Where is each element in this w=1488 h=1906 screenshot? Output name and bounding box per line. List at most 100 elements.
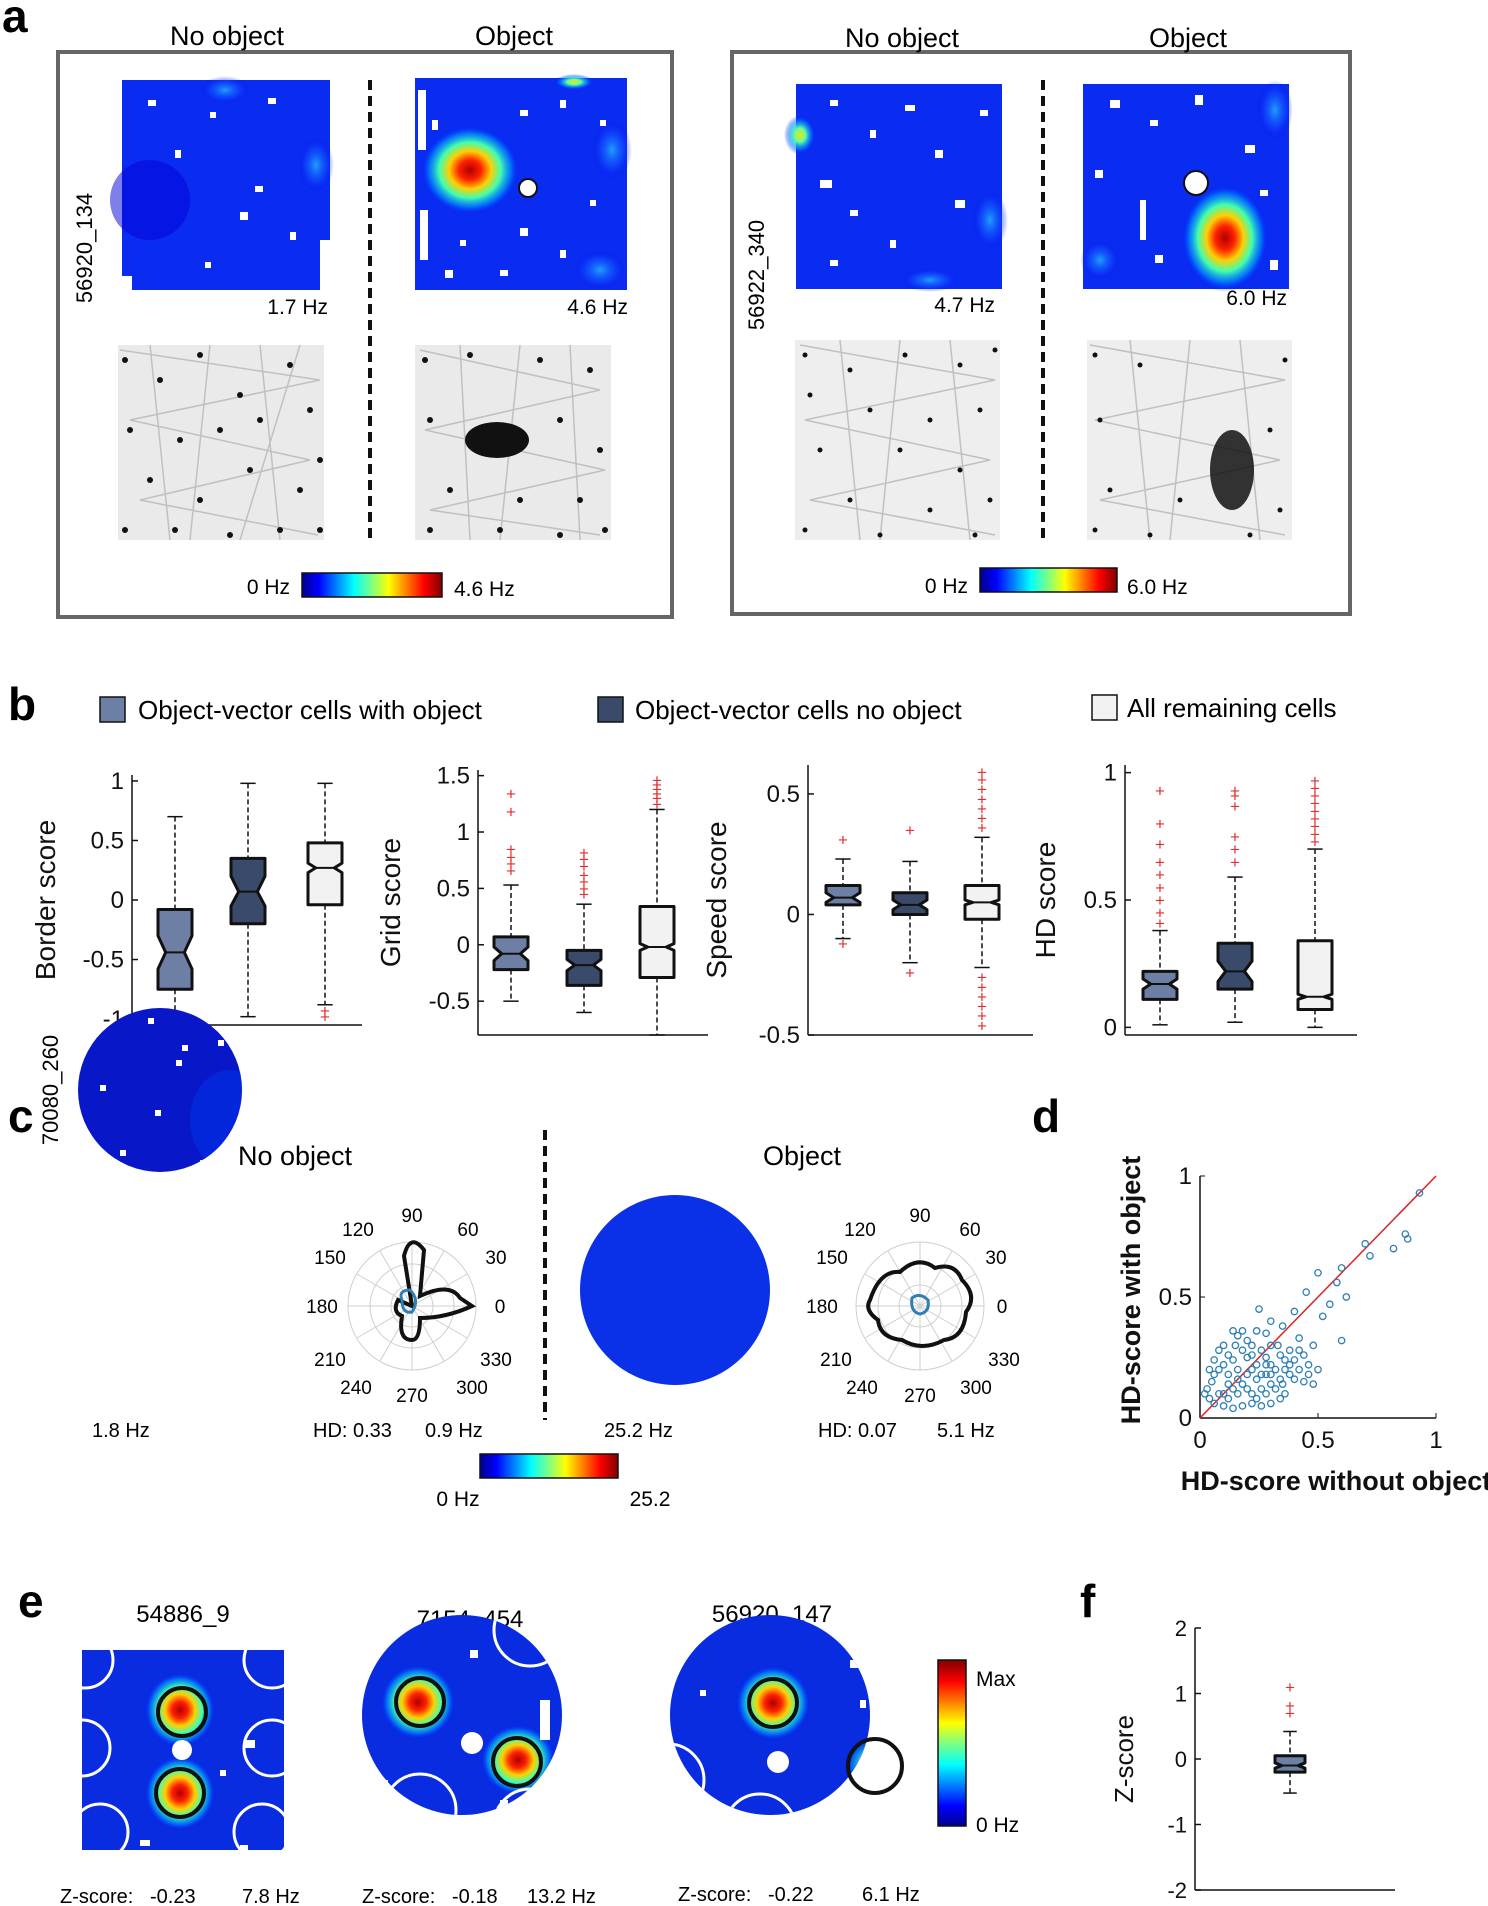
hd-score-boxplot-outlier: + xyxy=(1155,815,1165,834)
scatter-point xyxy=(1299,1377,1308,1386)
scatter-point xyxy=(1278,1322,1287,1330)
grid-score-boxplot-outlier: + xyxy=(506,803,516,822)
grid-score-boxplot-outlier: + xyxy=(506,855,516,874)
panel-c-colorbar-max: 25.2 xyxy=(630,1488,671,1511)
scatter-point xyxy=(1255,1305,1263,1313)
scatter-xtick-label: 0.5 xyxy=(1301,1427,1334,1454)
scatter-point xyxy=(1295,1346,1303,1355)
scatter-point xyxy=(1266,1360,1275,1369)
scatter-point xyxy=(1276,1351,1285,1359)
scatter-point xyxy=(1262,1329,1270,1338)
hd-scatter-plot: 0 0.5 1 0 0.5 1 HD-score without object HD-scor… xyxy=(1116,1156,1488,1496)
angle-240-b: 240 xyxy=(846,1378,878,1399)
angle-180-b: 180 xyxy=(806,1297,838,1318)
scatter-point xyxy=(1314,1268,1322,1277)
panel-e-colorbar-max: Max xyxy=(976,1668,1016,1691)
speed-score-boxplot-outlier: + xyxy=(977,780,987,799)
panel-e: 54886_9 7154_454 56920_147 xyxy=(60,1601,1019,1906)
z-score-boxplot-ytick-label: 2 xyxy=(1175,1616,1187,1641)
hd-score-boxplot-box xyxy=(1141,969,1179,1001)
scatter-point xyxy=(1285,1360,1294,1369)
scatter-point xyxy=(1274,1341,1282,1350)
angle-270-a: 270 xyxy=(396,1386,428,1407)
legend-swatch-remaining xyxy=(1091,694,1118,721)
speed-score-boxplot-outlier: + xyxy=(977,1016,987,1035)
scatter-point xyxy=(1248,1341,1256,1350)
z-score-boxplot-ytick-label: -2 xyxy=(1167,1878,1187,1903)
panel-e-cell-1-z-value: -0.23 xyxy=(150,1886,196,1906)
scatter-point xyxy=(1210,1370,1219,1379)
speed-score-boxplot-outlier: + xyxy=(977,819,987,838)
angle-150-b: 150 xyxy=(816,1248,848,1269)
scatter-xlabel: HD-score without object xyxy=(1181,1466,1488,1496)
grid-score-boxplot-outlier: + xyxy=(579,885,589,904)
panel-label-a: a xyxy=(2,0,28,42)
angle-0-a: 0 xyxy=(495,1297,506,1318)
hd-score-boxplot-outlier: + xyxy=(1155,914,1165,933)
z-score-boxplot-outlier: + xyxy=(1285,1704,1295,1723)
scatter-point xyxy=(1299,1351,1308,1359)
panel-a-cell-1-title-object: Object xyxy=(475,21,554,51)
angle-210-a: 210 xyxy=(314,1350,346,1371)
scatter-point xyxy=(1266,1399,1275,1408)
scatter-xtick-label: 0 xyxy=(1193,1427,1206,1454)
panel-a-cell-2-ratemap-object xyxy=(1080,80,1293,292)
angle-330-a: 330 xyxy=(480,1350,512,1371)
scatter-point xyxy=(1257,1346,1266,1355)
grid-score-boxplot-ytick-label: 0.5 xyxy=(437,875,470,902)
scatter-point xyxy=(1325,1300,1334,1309)
scatter-point xyxy=(1238,1327,1247,1335)
scatter-point xyxy=(1233,1365,1242,1374)
hd-score-boxplot-outlier: + xyxy=(1230,781,1240,800)
hd-score-boxplot-ytick-label: 1 xyxy=(1104,760,1117,787)
hd-score-boxplot-outlier: + xyxy=(1155,904,1165,923)
speed-score-boxplot-box xyxy=(891,891,929,916)
speed-score-boxplot-outlier: + xyxy=(977,770,987,789)
scatter-point xyxy=(1248,1365,1256,1374)
scatter-point xyxy=(1257,1402,1266,1410)
panel-a-cell-2-colorbar xyxy=(979,567,1118,593)
z-score-boxplot-outlier: + xyxy=(1285,1678,1295,1697)
border-score-boxplot-outlier: + xyxy=(320,1008,330,1027)
scatter-point xyxy=(1233,1389,1242,1398)
panel-label-e: e xyxy=(18,1575,44,1627)
angle-330-b: 330 xyxy=(988,1350,1020,1371)
hd-score-boxplot-outlier: + xyxy=(1310,771,1320,790)
identity-line xyxy=(1199,1175,1437,1419)
panel-a-cell-1-peak-object: 4.6 Hz xyxy=(567,296,628,319)
hd-score-boxplot-box xyxy=(1296,939,1334,1012)
panel-c-title-object: Object xyxy=(763,1141,842,1171)
speed-score-boxplot-outlier: + xyxy=(977,790,987,809)
grid-score-boxplot-ytick-label: 1 xyxy=(457,819,470,846)
scatter-point xyxy=(1366,1252,1374,1260)
panel-a-cell-2-peak-no-object: 4.7 Hz xyxy=(934,294,995,317)
scatter-point xyxy=(1238,1346,1247,1355)
scatter-point xyxy=(1389,1244,1398,1253)
speed-score-boxplot-outlier: + xyxy=(977,987,987,1006)
scatter-ytick-label: 1 xyxy=(1179,1163,1192,1190)
angle-300-b: 300 xyxy=(960,1378,992,1399)
scatter-point xyxy=(1276,1394,1285,1403)
panel-a-cell-2-colorbar-min: 0 Hz xyxy=(925,575,968,598)
z-score-boxplot-ytick-label: 0 xyxy=(1175,1747,1187,1772)
panel-a-cell-1-title-no-object: No object xyxy=(170,21,285,51)
scatter-point xyxy=(1290,1356,1299,1364)
angle-30-a: 30 xyxy=(485,1248,506,1269)
panel-a-cell-2-path-object xyxy=(1087,339,1292,541)
hd-score-boxplot-outlier: + xyxy=(1155,853,1165,872)
panel-a-cell-1-frame xyxy=(56,50,674,619)
panel-c-polar-no-object-ticks: 90 60 30 0 330 300 270 240 210 180 150 1… xyxy=(306,1206,512,1407)
panel-c-peak-object: 25.2 Hz xyxy=(604,1420,673,1442)
scatter-point xyxy=(1248,1399,1256,1408)
panel-a-cell-2-id: 56922_340 xyxy=(744,220,769,330)
legend-label-remaining: All remaining cells xyxy=(1127,693,1337,723)
hd-score-boxplot-ytick-label: 0 xyxy=(1104,1014,1117,1041)
grid-score-boxplot-ytick-label: 0 xyxy=(457,932,470,959)
angle-240-a: 240 xyxy=(340,1378,372,1399)
scatter-point xyxy=(1229,1404,1237,1413)
scatter-point xyxy=(1252,1394,1261,1403)
angle-90-b: 90 xyxy=(909,1206,930,1227)
scatter-point xyxy=(1219,1389,1228,1398)
panel-e-ratemap-1 xyxy=(82,1650,284,1850)
